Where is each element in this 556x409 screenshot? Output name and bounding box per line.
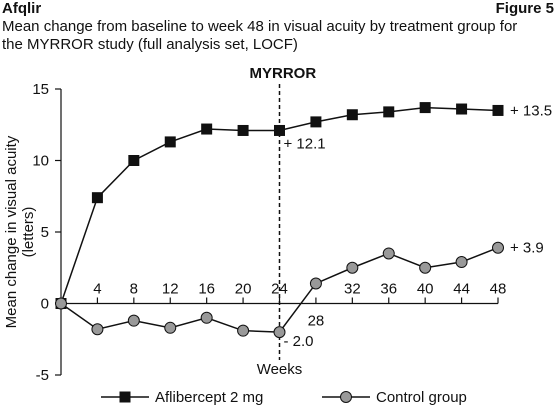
x-tick-label: 8 <box>130 281 138 298</box>
x-tick-label: 44 <box>453 281 470 298</box>
data-point-circle <box>455 256 468 269</box>
x-tick-label: 12 <box>162 281 179 298</box>
data-point-square <box>346 109 358 121</box>
figure-number: Figure 5 <box>495 0 554 17</box>
data-point-square <box>237 124 249 136</box>
x-tick-label: 36 <box>380 281 397 298</box>
data-label: + 3.9 <box>510 240 544 257</box>
x-tick-label: 40 <box>417 281 434 298</box>
legend-label: Aflibercept 2 mg <box>155 389 263 406</box>
x-tick-label: 28 <box>308 313 325 330</box>
data-point-circle <box>382 247 395 260</box>
data-point-square <box>492 104 504 116</box>
data-point-circle <box>200 311 213 324</box>
data-point-square <box>274 124 285 136</box>
data-point-circle <box>273 326 286 339</box>
x-tick-label: 4 <box>93 281 101 298</box>
y-tick-label: 5 <box>41 224 49 241</box>
y-tick-label: 0 <box>41 296 49 313</box>
legend: Aflibercept 2 mg Control group <box>101 389 467 406</box>
data-point-square <box>201 123 213 135</box>
x-tick-label: 20 <box>235 281 252 298</box>
data-point-circle <box>492 241 504 254</box>
y-axis-label-unit: (letters) <box>20 207 37 258</box>
data-point-square <box>310 116 322 128</box>
data-point-circle <box>309 277 322 290</box>
x-tick-label: 48 <box>490 281 507 298</box>
data-point-circle <box>419 261 432 274</box>
data-point-square <box>91 192 103 204</box>
study-marker-label: MYRROR <box>250 65 317 82</box>
data-point-circle <box>237 324 250 337</box>
x-tick-label: 16 <box>198 281 215 298</box>
data-point-circle <box>164 321 177 334</box>
data-point-square <box>419 102 431 114</box>
y-tick-label: -5 <box>36 367 49 384</box>
series-layer <box>55 102 504 339</box>
data-point-square <box>383 106 395 118</box>
data-point-circle <box>55 297 67 310</box>
data-label: - 2.0 <box>284 333 314 350</box>
data-point-square <box>128 155 140 166</box>
y-ticks: 15 10 5 0 -5 <box>32 81 61 384</box>
y-axis-label: Mean change in visual acuity <box>3 135 20 328</box>
data-point-square <box>456 103 468 115</box>
legend-label: Control group <box>376 389 467 406</box>
data-label: + 13.5 <box>510 102 552 119</box>
chart-title: Mean change from baseline to week 48 in … <box>2 18 518 53</box>
header-left-label: Afqlir <box>2 0 42 17</box>
data-point-circle <box>346 261 359 274</box>
x-axis-label: Weeks <box>257 361 303 378</box>
data-point-circle <box>91 323 104 336</box>
data-point-square <box>164 136 176 148</box>
data-point-circle <box>127 314 140 327</box>
legend-marker-circle <box>340 391 352 403</box>
y-tick-label: 10 <box>32 153 49 170</box>
data-label: + 12.1 <box>284 135 326 152</box>
x-tick-label: 32 <box>344 281 361 298</box>
legend-marker-square <box>119 391 131 403</box>
y-tick-label: 15 <box>32 81 49 98</box>
annotation-layer: + 13.5 + 12.1 + 3.9 - 2.0 <box>284 102 553 350</box>
